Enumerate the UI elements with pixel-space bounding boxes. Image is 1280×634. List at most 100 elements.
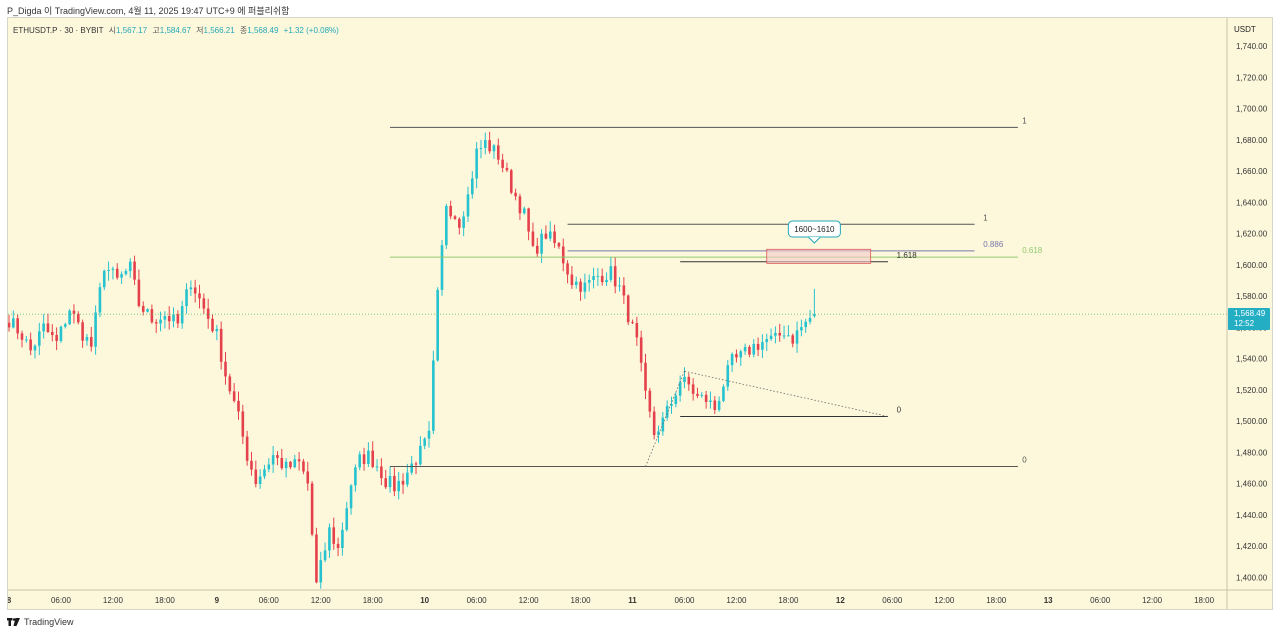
candle-body[interactable] (635, 323, 639, 338)
candle-body[interactable] (587, 280, 591, 283)
candle-body[interactable] (25, 339, 28, 341)
candle-body[interactable] (436, 289, 439, 361)
candle-body[interactable] (496, 145, 500, 160)
candle-body[interactable] (787, 335, 790, 337)
candle-body[interactable] (531, 231, 535, 246)
candle-body[interactable] (505, 167, 509, 171)
candle-body[interactable] (735, 354, 738, 358)
candle-body[interactable] (739, 351, 743, 358)
candle-body[interactable] (596, 275, 600, 277)
candle-body[interactable] (406, 472, 409, 485)
candle-body[interactable] (198, 293, 201, 299)
candle-body[interactable] (228, 376, 232, 392)
candle-body[interactable] (345, 508, 349, 530)
candle-body[interactable] (211, 318, 214, 332)
candle-body[interactable] (626, 295, 630, 323)
candle-body[interactable] (332, 527, 336, 544)
candle-body[interactable] (691, 384, 695, 394)
candle-body[interactable] (323, 550, 327, 561)
candle-body[interactable] (440, 245, 444, 290)
chart-frame[interactable]: 1,400.00 1,420.00 1,440.00 1,460.00 1,480.00… (7, 17, 1273, 610)
candle-body[interactable] (375, 466, 379, 468)
candle-body[interactable] (336, 543, 340, 549)
candle-body[interactable] (172, 314, 175, 322)
candle-body[interactable] (579, 281, 582, 292)
candle-body[interactable] (185, 289, 188, 307)
candle-body[interactable] (42, 323, 45, 332)
candle-body[interactable] (535, 245, 539, 254)
candle-body[interactable] (362, 454, 366, 465)
candle-body[interactable] (85, 337, 89, 341)
candle-body[interactable] (449, 205, 452, 217)
candle-body[interactable] (423, 438, 426, 446)
candle-body[interactable] (111, 268, 115, 270)
candle-body[interactable] (401, 480, 405, 485)
candle-body[interactable] (583, 282, 587, 292)
candle-body[interactable] (726, 365, 730, 387)
candle-body[interactable] (709, 400, 712, 402)
candle-body[interactable] (639, 337, 643, 363)
candle-body[interactable] (514, 192, 517, 197)
candle-body[interactable] (574, 281, 578, 286)
candle-body[interactable] (613, 266, 617, 287)
candle-body[interactable] (800, 327, 803, 331)
candle-body[interactable] (553, 231, 556, 244)
candle-body[interactable] (471, 178, 474, 195)
candle-body[interactable] (68, 310, 71, 325)
candle-body[interactable] (289, 461, 292, 468)
candle-body[interactable] (657, 431, 660, 435)
candle-body[interactable] (652, 411, 656, 435)
candle-body[interactable] (297, 459, 301, 462)
candle-body[interactable] (605, 279, 608, 283)
candle-body[interactable] (367, 450, 370, 465)
candle-body[interactable] (509, 170, 513, 193)
candle-body[interactable] (46, 323, 50, 332)
candle-body[interactable] (76, 313, 80, 323)
candle-body[interactable] (63, 324, 67, 327)
candle-body[interactable] (674, 395, 678, 405)
candle-body[interactable] (522, 208, 526, 214)
candle-body[interactable] (380, 466, 383, 479)
candle-body[interactable] (414, 463, 418, 465)
candle-body[interactable] (8, 322, 11, 328)
candle-body[interactable] (730, 354, 734, 366)
currency-label[interactable]: USDT (1234, 25, 1256, 34)
candle-body[interactable] (700, 394, 704, 396)
candle-body[interactable] (120, 274, 123, 278)
candle-body[interactable] (107, 269, 110, 271)
candle-body[interactable] (648, 390, 652, 412)
candle-body[interactable] (276, 455, 279, 458)
candle-body[interactable] (756, 343, 760, 350)
candle-body[interactable] (782, 335, 786, 337)
candle-body[interactable] (544, 233, 548, 239)
candle-body[interactable] (774, 332, 777, 336)
candle-body[interactable] (137, 279, 141, 306)
candle-body[interactable] (141, 305, 145, 312)
candle-body[interactable] (600, 275, 604, 283)
candle-body[interactable] (518, 196, 522, 214)
candle-body[interactable] (678, 382, 682, 396)
candle-body[interactable] (492, 145, 496, 152)
candle-body[interactable] (206, 308, 210, 319)
candle-body[interactable] (609, 266, 613, 280)
candle-body[interactable] (427, 430, 431, 439)
candle-body[interactable] (778, 332, 782, 336)
candle-body[interactable] (310, 483, 314, 535)
candle-body[interactable] (315, 534, 318, 583)
candle-body[interactable] (306, 471, 310, 484)
candle-body[interactable] (393, 475, 396, 492)
candle-body[interactable] (752, 343, 756, 355)
candle-body[interactable] (176, 314, 180, 324)
candle-body[interactable] (180, 306, 184, 324)
symbol-name[interactable]: ETHUSDT.P · 30 · BYBIT (13, 26, 104, 35)
trend-line[interactable] (645, 371, 685, 467)
candle-body[interactable] (813, 314, 816, 317)
candle-body[interactable] (115, 268, 119, 278)
candle-body[interactable] (670, 404, 673, 406)
candle-body[interactable] (631, 322, 634, 324)
candle-body[interactable] (237, 400, 240, 412)
candle-body[interactable] (167, 316, 171, 322)
candle-body[interactable] (254, 469, 258, 484)
candle-body[interactable] (795, 330, 799, 344)
candle-body[interactable] (804, 321, 808, 328)
